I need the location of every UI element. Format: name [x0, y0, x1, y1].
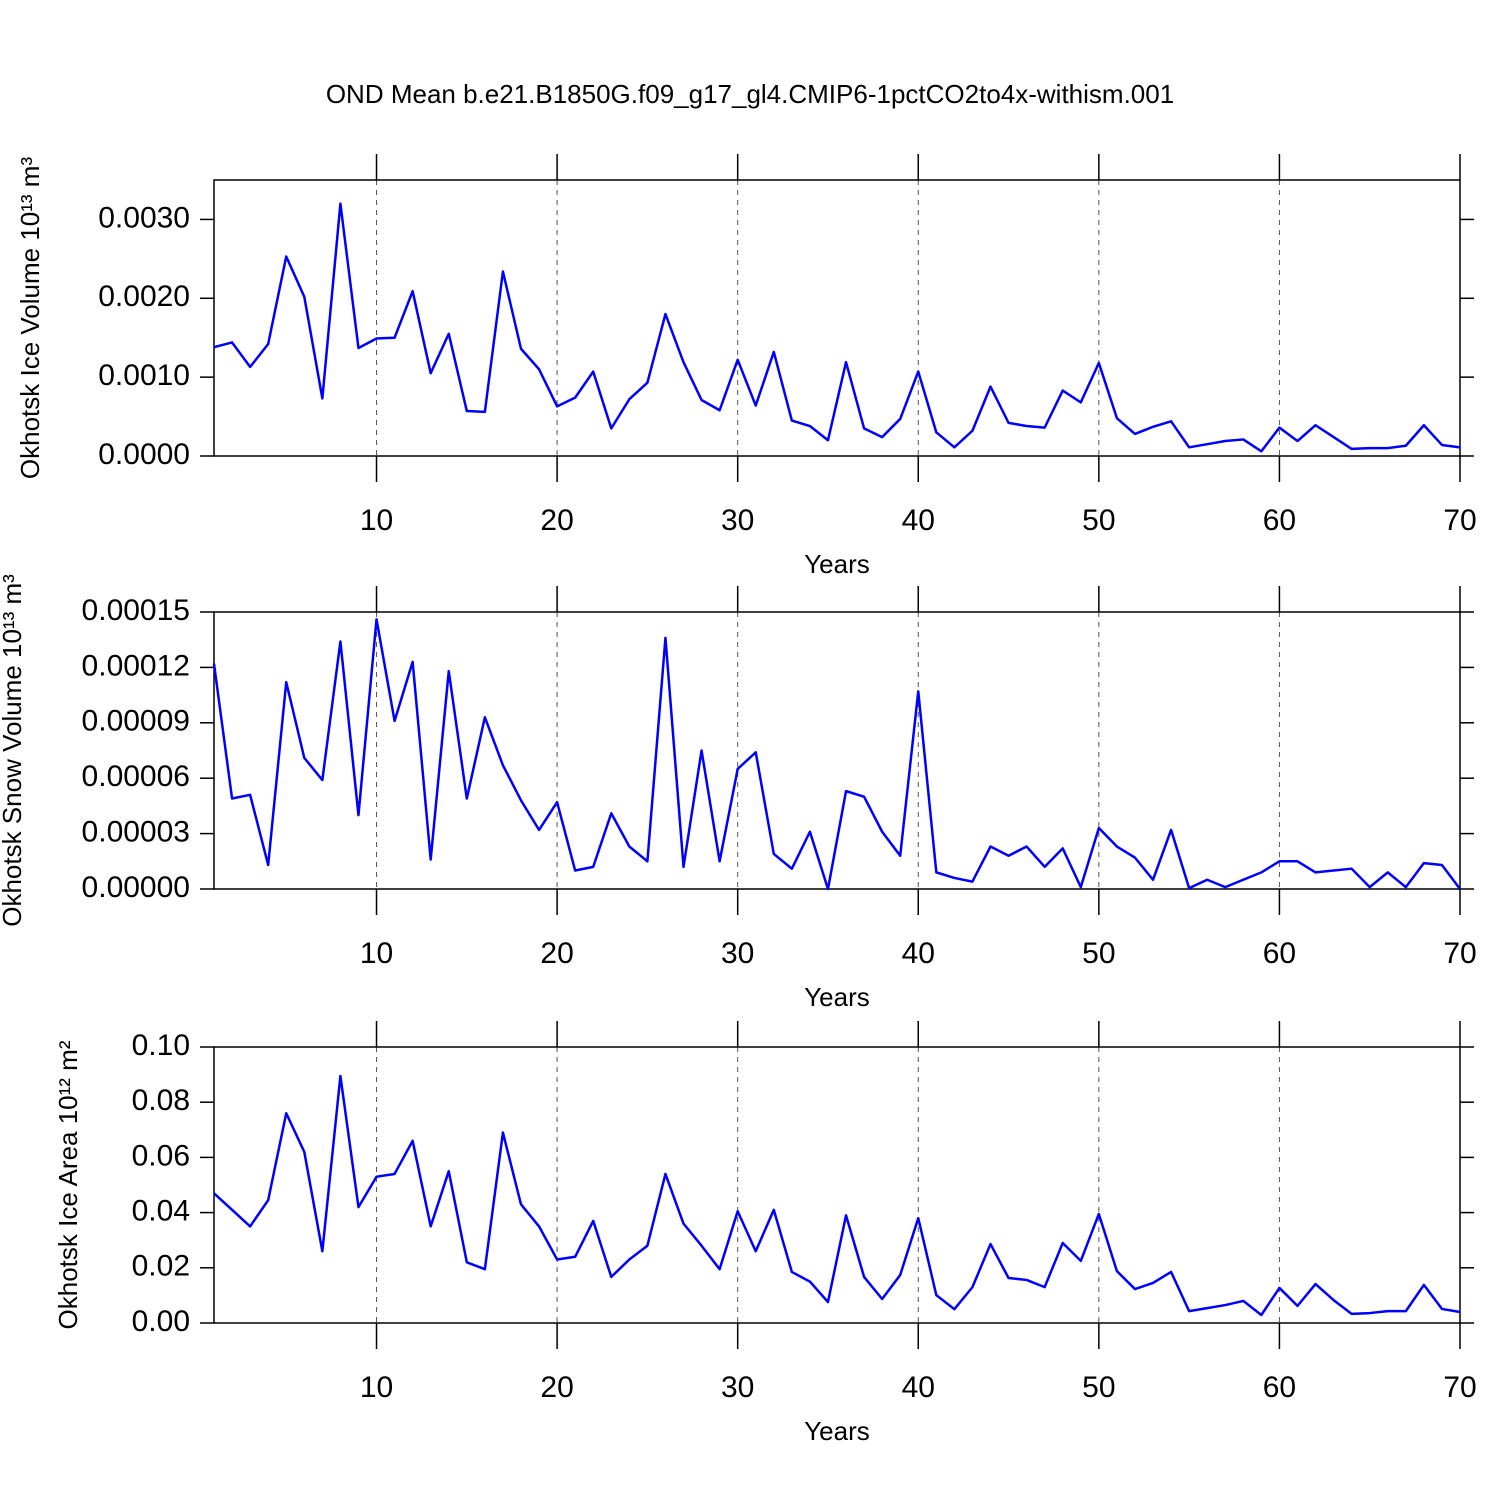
- x-tick-label: 30: [721, 1371, 754, 1404]
- x-tick-label: 50: [1082, 937, 1115, 970]
- plot-frame: [213, 611, 1461, 890]
- x-tick-label: 50: [1082, 1371, 1115, 1404]
- x-tick-label: 20: [540, 1371, 573, 1404]
- x-tick-label: 40: [902, 1371, 935, 1404]
- x-tick-label: 40: [902, 937, 935, 970]
- y-tick-label: 0.0020: [98, 280, 190, 313]
- x-tick-label: 20: [540, 504, 573, 537]
- y-axis-label: Okhotsk Snow Volume 10¹³ m³: [0, 574, 27, 927]
- y-tick-label: 0.00009: [82, 705, 190, 738]
- x-tick-label: 50: [1082, 504, 1115, 537]
- y-tick-label: 0.0030: [98, 201, 190, 234]
- y-tick-label: 0.00: [132, 1305, 190, 1338]
- y-tick-label: 0.06: [132, 1139, 190, 1172]
- x-tick-label: 40: [902, 504, 935, 537]
- y-tick-label: 0.0000: [98, 438, 190, 471]
- data-line: [213, 1074, 1461, 1317]
- y-tick-label: 0.02: [132, 1250, 190, 1283]
- y-tick-label: 0.04: [132, 1195, 190, 1228]
- x-tick-label: 60: [1263, 504, 1296, 537]
- y-tick-label: 0.00006: [82, 760, 190, 793]
- data-line: [213, 202, 1461, 453]
- y-tick-label: 0.10: [132, 1029, 190, 1062]
- x-tick-label: 60: [1263, 1371, 1296, 1404]
- y-tick-label: 0.00000: [82, 871, 190, 904]
- x-tick-label: 10: [360, 1371, 393, 1404]
- y-tick-label: 0.00012: [82, 649, 190, 682]
- x-tick-label: 10: [360, 504, 393, 537]
- data-line: [212, 618, 1461, 891]
- y-tick-label: 0.00003: [82, 816, 190, 849]
- plot-frame: [213, 1046, 1461, 1324]
- y-tick-label: 0.0010: [98, 359, 190, 392]
- x-tick-label: 70: [1443, 504, 1476, 537]
- x-tick-label: 70: [1443, 1371, 1476, 1404]
- x-tick-label: 30: [721, 937, 754, 970]
- x-tick-label: 70: [1443, 937, 1476, 970]
- chart-title: OND Mean b.e21.B1850G.f09_g17_gl4.CMIP6-…: [326, 79, 1174, 109]
- x-tick-label: 20: [540, 937, 573, 970]
- y-tick-label: 0.08: [132, 1084, 190, 1117]
- y-axis-label: Okhotsk Ice Volume 10¹³ m³: [15, 157, 45, 480]
- x-tick-label: 10: [360, 937, 393, 970]
- x-tick-label: 60: [1263, 937, 1296, 970]
- x-axis-label: Years: [804, 549, 870, 579]
- y-tick-label: 0.00015: [82, 594, 190, 627]
- y-axis-label: Okhotsk Ice Area 10¹² m²: [53, 1040, 83, 1329]
- x-tick-label: 30: [721, 504, 754, 537]
- plot-frame: [213, 179, 1461, 457]
- x-axis-label: Years: [804, 982, 870, 1012]
- x-axis-label: Years: [804, 1416, 870, 1446]
